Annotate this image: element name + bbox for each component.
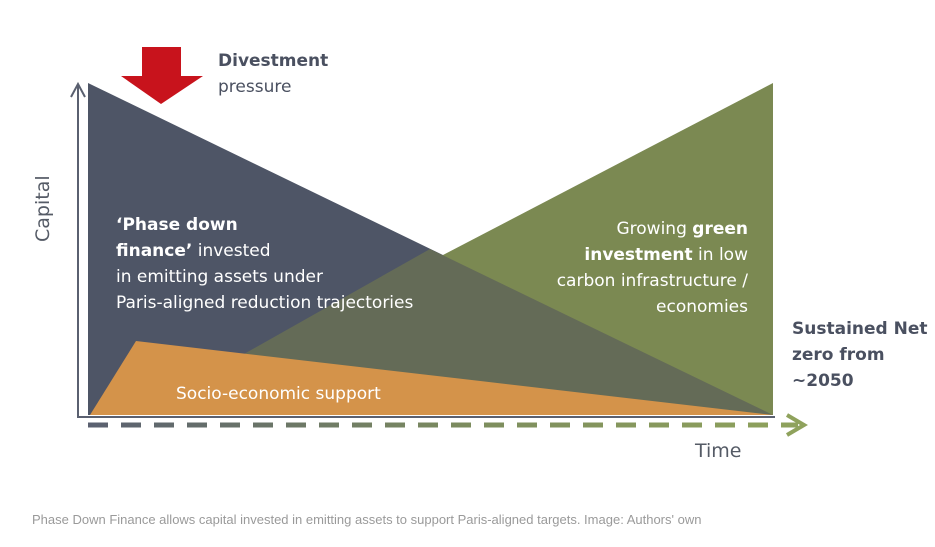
- net-zero-label: Sustained Net zero from ~2050: [792, 319, 928, 391]
- divestment-pressure-label: Divestment pressure: [218, 51, 329, 97]
- phase-down-finance-text: ‘Phase down finance’ invested in emittin…: [116, 215, 414, 313]
- phase-down-diagram: [70, 47, 808, 437]
- capital-axis-label: Capital: [32, 175, 54, 242]
- image-caption: Phase Down Finance allows capital invest…: [32, 512, 702, 527]
- socio-economic-support-label: Socio-economic support: [176, 384, 381, 404]
- time-axis-label: Time: [695, 440, 742, 462]
- capital-axis-arrowhead: [70, 81, 86, 98]
- green-investment-text: Growing green investment in low carbon i…: [556, 219, 748, 317]
- divestment-arrow-icon: [121, 47, 203, 104]
- socio-economic-support-region: [90, 341, 773, 415]
- time-axis-arrowhead: [785, 413, 808, 437]
